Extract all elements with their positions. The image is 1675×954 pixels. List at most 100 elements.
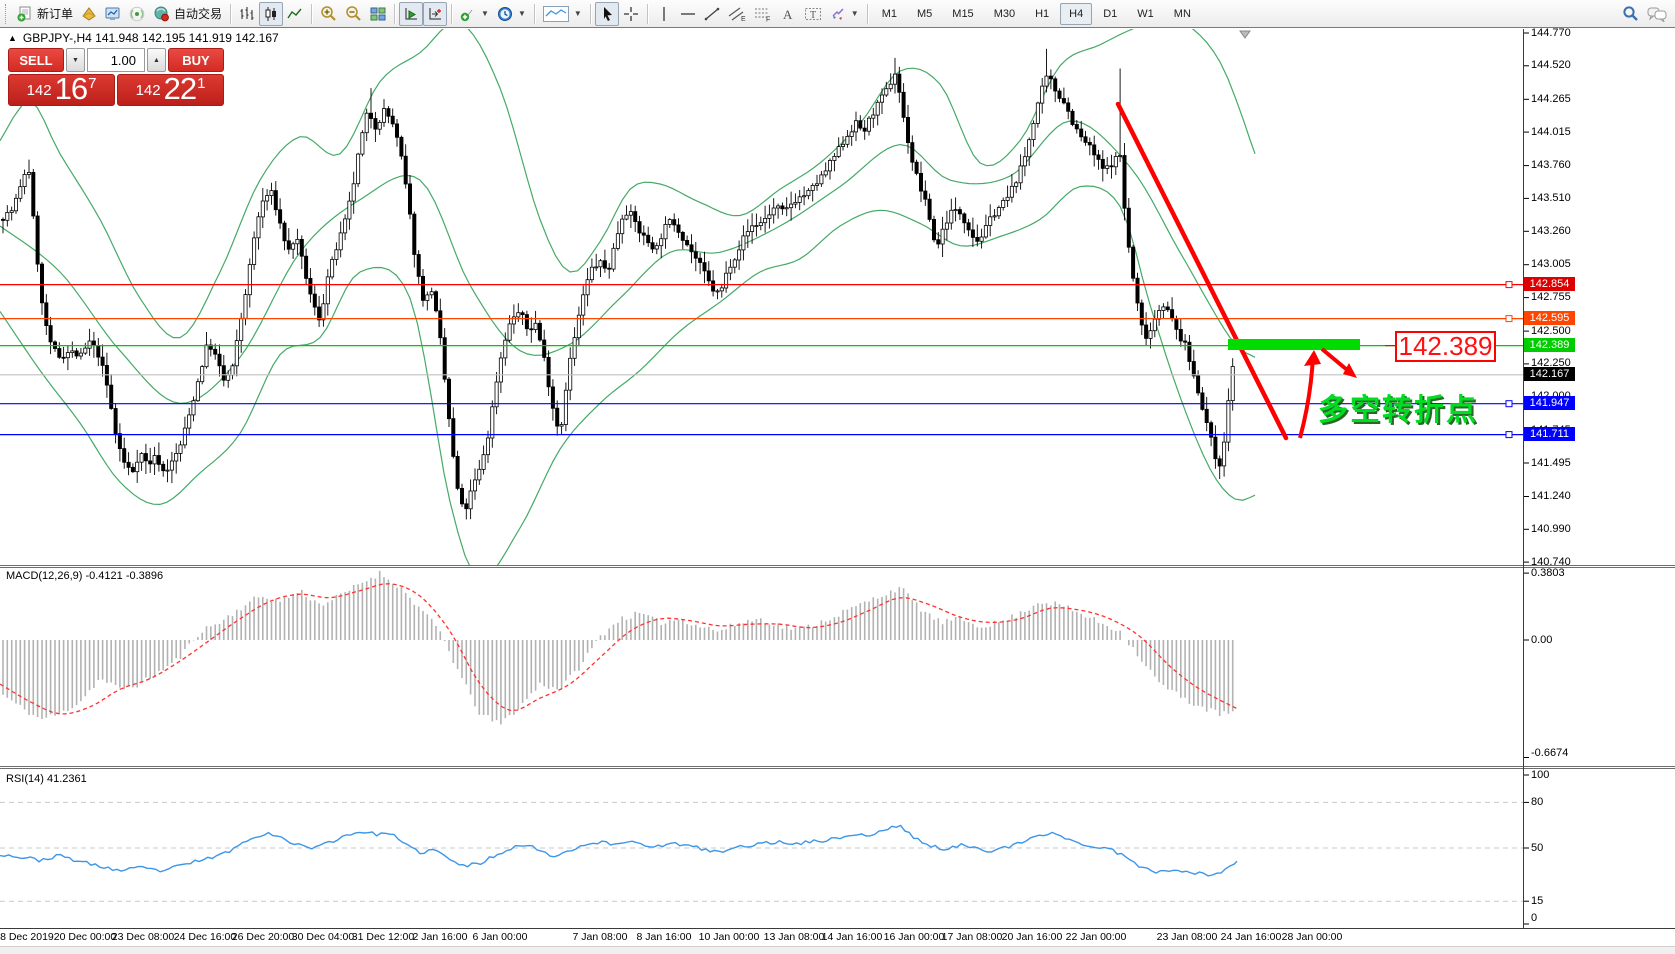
toolbar-separator [311, 3, 313, 24]
chart-shift-button[interactable] [423, 1, 448, 26]
timeframe-button-m1[interactable]: M1 [873, 3, 906, 25]
indicators-icon [460, 6, 476, 22]
chat-icon [1647, 6, 1667, 22]
timeframe-button-h4[interactable]: H4 [1060, 2, 1093, 25]
equidistant-channel-button[interactable]: E [724, 2, 750, 26]
timeframe-button-d1[interactable]: D1 [1094, 3, 1126, 25]
timeframe-button-m30[interactable]: M30 [985, 3, 1024, 25]
text-icon: A [781, 6, 795, 22]
turning-point-annotation[interactable]: 多空转折点 [1318, 394, 1478, 427]
svg-text:F: F [766, 16, 770, 22]
autoscroll-icon [403, 6, 419, 22]
horizontal-line-button[interactable] [676, 2, 700, 26]
one-click-trading-panel: SELL ▼ 1.00 ▲ BUY 142 16 7 142 22 1 [8, 48, 224, 106]
label-icon: T [804, 6, 822, 22]
sell-button[interactable]: SELL [8, 48, 64, 72]
toolbar-grip[interactable] [5, 3, 9, 24]
chart-title-text: GBPJPY-,H4 141.948 142.195 141.919 142.1… [22, 31, 279, 45]
red-up-arrow [1298, 355, 1315, 439]
new-order-label: 新订单 [37, 7, 74, 21]
bars-chart-button[interactable] [235, 2, 259, 26]
arrows-icon [830, 6, 846, 22]
editor-icon [81, 6, 97, 22]
panel-collapse-icon[interactable]: ▲ [8, 33, 17, 43]
toolbar-separator [230, 3, 232, 24]
svg-text:E: E [741, 16, 746, 22]
editor-button[interactable] [77, 2, 101, 26]
zoom-out-button[interactable] [341, 2, 366, 26]
status-strip [0, 946, 1675, 954]
text-button[interactable]: A [776, 2, 800, 26]
buy-button[interactable]: BUY [168, 48, 224, 72]
market-button[interactable] [101, 2, 125, 26]
label-button[interactable]: T [800, 2, 826, 26]
fibonacci-button[interactable]: F [750, 2, 776, 26]
indicators-dropdown[interactable]: ▼ [456, 2, 493, 26]
axis-ticks [1524, 32, 1529, 925]
periods-icon [497, 6, 513, 22]
trendline-icon [704, 6, 720, 22]
signals-button[interactable] [125, 2, 149, 26]
timeframe-button-m15[interactable]: M15 [943, 3, 982, 25]
timeframe-button-h1[interactable]: H1 [1026, 3, 1058, 25]
buy-price[interactable]: 142 22 1 [117, 73, 224, 106]
line-chart-button[interactable] [283, 2, 307, 26]
toolbar-separator [451, 3, 453, 24]
fibo-icon: F [754, 6, 772, 22]
bars-chart-icon [239, 6, 255, 22]
timeframe-button-w1[interactable]: W1 [1128, 3, 1163, 25]
autotrading-button[interactable]: 自动交易 [149, 2, 226, 26]
sell-price-figure: 142 [26, 82, 52, 99]
vertical-line-button[interactable] [652, 2, 676, 26]
search-button[interactable] [1618, 2, 1643, 26]
search-icon [1622, 5, 1639, 22]
red-trendline [1115, 101, 1289, 441]
objects-combo-icon [542, 5, 569, 23]
horizontal-lines [0, 281, 1523, 439]
toolbar: 新订单 自动交易 [0, 0, 1675, 28]
chevron-down-icon: ▼ [850, 9, 859, 18]
chevron-down-icon: ▼ [573, 9, 582, 18]
macd-signal-line [0, 583, 1238, 715]
timeframe-toolbar: M1 M5 M15 M30 H1 H4 D1 W1 MN [872, 2, 1201, 25]
triangle-up-icon: ▲ [153, 56, 160, 64]
timeframe-button-mn[interactable]: MN [1165, 3, 1200, 25]
volume-up-button[interactable]: ▲ [147, 48, 166, 72]
zoom-in-icon [320, 5, 337, 22]
volume-input[interactable]: 1.00 [87, 48, 145, 72]
trendline-button[interactable] [700, 2, 724, 26]
green-highlight-bar [1228, 339, 1360, 350]
drawn-annotations [1115, 101, 1395, 441]
new-order-icon [17, 6, 33, 22]
new-order-button[interactable]: 新订单 [13, 2, 77, 26]
sell-price[interactable]: 142 16 7 [8, 73, 115, 106]
objects-combo[interactable]: ▼ [539, 2, 586, 26]
zoom-in-button[interactable] [316, 2, 341, 26]
tile-windows-button[interactable] [366, 2, 390, 26]
timeframe-button-m5[interactable]: M5 [908, 3, 941, 25]
macd-indicator-label: MACD(12,26,9) -0.4121 -0.3896 [6, 570, 164, 582]
volume-down-button[interactable]: ▼ [66, 48, 85, 72]
toolbar-separator [866, 3, 868, 24]
pane-borders [0, 29, 1675, 929]
autotrading-label: 自动交易 [174, 7, 223, 21]
cursor-button[interactable] [594, 1, 619, 26]
buy-price-point: 1 [197, 75, 206, 92]
rsi-levels [0, 801, 1523, 902]
toolbar-separator [646, 3, 648, 24]
arrows-dropdown[interactable]: ▼ [826, 2, 863, 26]
chevron-down-icon: ▼ [481, 9, 489, 18]
sell-price-point: 7 [88, 75, 97, 92]
channel-icon: E [728, 6, 746, 22]
price-callout-box[interactable]: 142.389 [1395, 331, 1496, 362]
crosshair-button[interactable] [619, 2, 643, 26]
autoscroll-button[interactable] [399, 1, 424, 26]
rsi-indicator-label: RSI(14) 41.2361 [6, 773, 87, 785]
candle-chart-button[interactable] [259, 1, 284, 26]
periods-dropdown[interactable]: ▼ [493, 2, 530, 26]
chat-button[interactable] [1643, 2, 1671, 26]
market-icon [105, 6, 121, 22]
candles-layer [0, 48, 1235, 520]
